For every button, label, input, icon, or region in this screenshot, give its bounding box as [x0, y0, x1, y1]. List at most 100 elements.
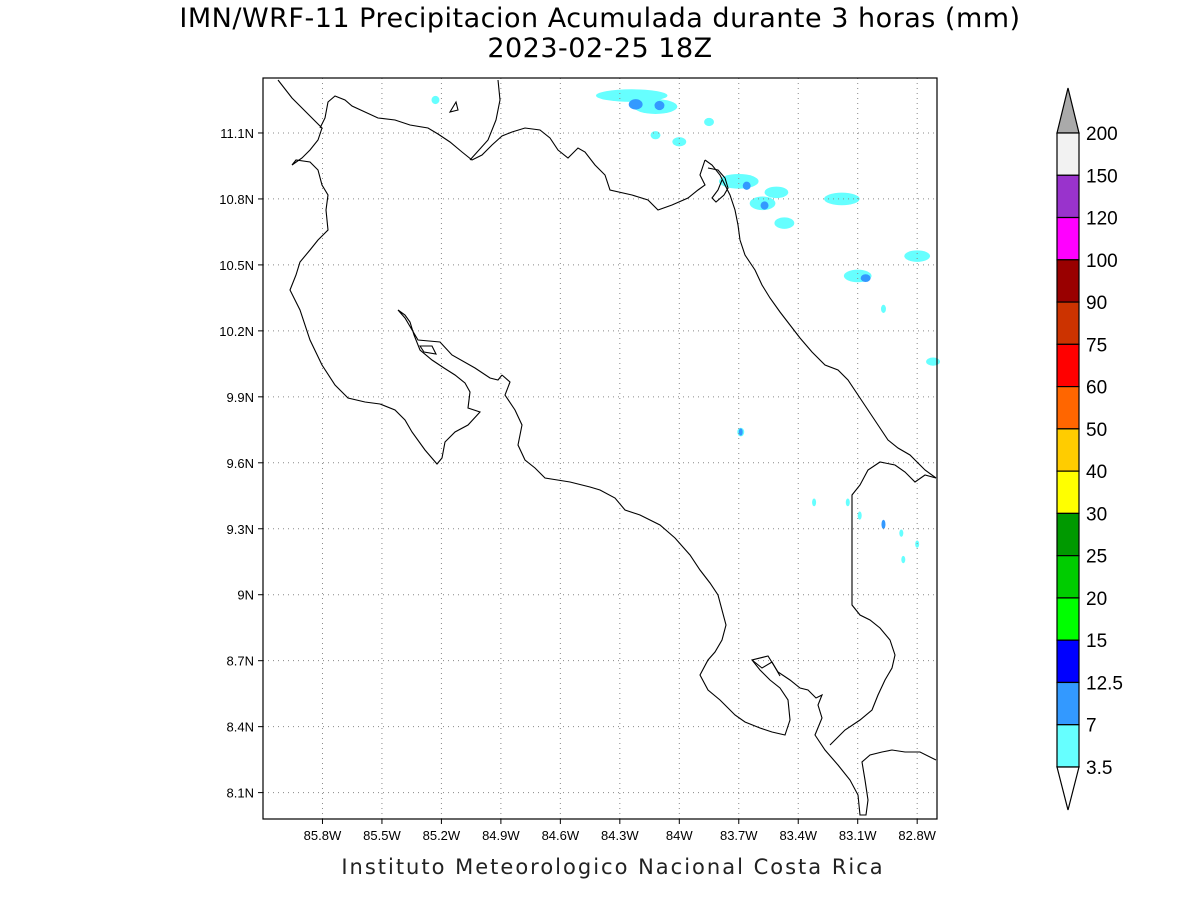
precip-area-10 [824, 192, 860, 206]
precip-area-9 [764, 186, 789, 199]
colorbar-label-7: 50 [1086, 420, 1107, 441]
ytick-label-2: 10.5N [219, 258, 254, 273]
ytick-label-6: 9.3N [227, 522, 254, 537]
colorbar-label-8: 40 [1086, 462, 1107, 483]
precip-area-16 [860, 274, 871, 282]
xtick-label-9: 83.1W [839, 828, 877, 843]
colorbar-bin-10 [1056, 555, 1080, 599]
precip-area-18 [880, 304, 886, 313]
xtick-label-6: 84W [666, 828, 693, 843]
credit-line: Instituto Meteorologico Nacional Costa R… [341, 855, 885, 879]
colorbar-label-3: 100 [1086, 251, 1118, 272]
colorbar-bin-3 [1056, 259, 1080, 303]
precipitation-layer [431, 89, 940, 564]
colorbar-label-13: 12.5 [1086, 673, 1123, 694]
map-datetime: 2023-02-25 18Z [487, 33, 713, 64]
colorbar-label-12: 15 [1086, 631, 1107, 652]
ytick-label-7: 9N [237, 588, 254, 603]
colorbar-label-5: 75 [1086, 335, 1107, 356]
colorbar-bin-11 [1056, 597, 1080, 641]
precip-area-2 [628, 99, 643, 110]
map-area: 85.8W 85.5W 85.2W 84.9W 84.6W 84.3W 84W 83.7W 83… [219, 77, 940, 843]
precip-area-23 [845, 498, 850, 507]
precip-area-3 [654, 100, 665, 111]
colorbar-label-10: 25 [1086, 547, 1107, 568]
map-frame [262, 77, 938, 820]
colorbar-label-1: 150 [1086, 166, 1118, 187]
osa-peninsula [751, 659, 781, 677]
lake-island [448, 100, 459, 113]
colorbar-bin-12 [1056, 639, 1080, 684]
coastline [277, 79, 937, 816]
colorbar-label-0: 200 [1086, 124, 1118, 145]
precip-area-12 [774, 217, 795, 229]
precip-area-27 [915, 540, 920, 548]
ytick-label-3: 10.2N [219, 324, 254, 339]
xtick-label-4: 84.6W [542, 828, 580, 843]
longitude-ticks: 85.8W 85.5W 85.2W 84.9W 84.6W 84.3W 84W 83.7W 83… [304, 819, 937, 843]
xtick-label-3: 84.9W [482, 828, 520, 843]
precip-area-5 [650, 131, 661, 140]
xtick-label-0: 85.8W [304, 828, 342, 843]
xtick-label-1: 85.5W [363, 828, 401, 843]
ytick-label-9: 8.4N [227, 720, 254, 735]
precip-area-7 [704, 117, 714, 127]
precip-area-22 [812, 498, 817, 507]
osa-golfito [829, 461, 937, 746]
san-juan-river [319, 95, 706, 211]
colorbar-bin-0 [1056, 132, 1080, 176]
colorbar-bin-6 [1056, 386, 1080, 430]
san-juan-mouth [707, 167, 729, 203]
colorbar-label-11: 20 [1086, 589, 1107, 610]
map-title: IMN/WRF-11 Precipitacion Acumulada duran… [179, 3, 1021, 34]
ytick-label-5: 9.6N [227, 456, 254, 471]
precip-area-25 [881, 519, 886, 530]
colorbar-label-4: 90 [1086, 293, 1107, 314]
xtick-label-8: 83.4W [779, 828, 817, 843]
colorbar-top-arrow [1056, 87, 1080, 134]
precip-area-0 [596, 89, 668, 102]
gulf-of-nicoya [418, 345, 437, 355]
colorbar-label-2: 120 [1086, 209, 1118, 230]
xtick-label-5: 84.3W [601, 828, 639, 843]
pacific-coast-central [501, 374, 937, 816]
colorbar-label-14: 7 [1086, 716, 1097, 737]
colorbar-bin-1 [1056, 174, 1080, 219]
precip-area-24 [857, 511, 862, 520]
precip-area-19 [926, 357, 940, 366]
border-nicaragua [277, 79, 503, 465]
precip-area-6 [672, 137, 687, 147]
ytick-label-4: 9.9N [227, 390, 254, 405]
colorbar-label-6: 60 [1086, 378, 1107, 399]
ytick-label-10: 8.1N [227, 786, 254, 801]
colorbar-bottom-arrow [1056, 766, 1080, 811]
colorbar-label-9: 30 [1086, 504, 1107, 525]
precip-area-21 [738, 428, 743, 436]
colorbar-bin-4 [1056, 301, 1080, 345]
ytick-label-0: 11.1N [220, 126, 254, 141]
colorbar-bin-7 [1056, 428, 1080, 472]
latitude-ticks: 11.1N 10.8N 10.5N 10.2N 9.9N 9.6N 9.3N 9N 8.7N 8.… [219, 126, 263, 801]
precip-area-26 [899, 529, 904, 537]
nicaragua-north [469, 79, 501, 161]
colorbar-bin-14 [1056, 724, 1080, 768]
colorbar-legend: 200 150 120 100 90 75 60 50 40 30 25 20 15 12.5 7 3.5 [1056, 87, 1123, 811]
xtick-label-2: 85.2W [423, 828, 461, 843]
xtick-label-10: 82.8W [898, 828, 936, 843]
colorbar-label-bottom: 3.5 [1086, 758, 1112, 779]
precip-area-28 [901, 555, 906, 564]
colorbar-bin-8 [1056, 470, 1080, 514]
precip-area-4 [431, 95, 440, 105]
precip-area-8 [718, 173, 759, 189]
precip-area-17 [904, 250, 931, 262]
colorbar-bin-9 [1056, 512, 1080, 557]
caribbean-coast [704, 159, 937, 479]
precip-area-14 [760, 201, 769, 210]
precip-area-13 [742, 181, 751, 190]
colorbar-bin-13 [1056, 681, 1080, 726]
ytick-label-1: 10.8N [219, 192, 254, 207]
colorbar-bin-5 [1056, 343, 1080, 388]
ytick-label-8: 8.7N [227, 654, 254, 669]
colorbar-bin-2 [1056, 216, 1080, 261]
